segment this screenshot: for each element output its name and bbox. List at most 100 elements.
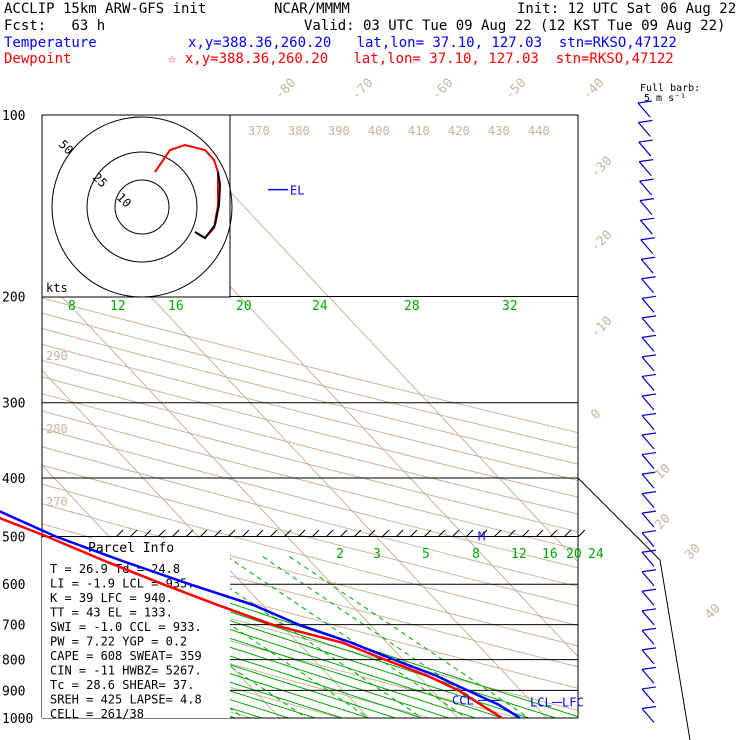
sounding-profiles — [0, 510, 521, 720]
isotherm-label: 30 — [682, 541, 704, 563]
wind-barb-staff — [641, 356, 655, 372]
theta-e-label: 24 — [312, 299, 328, 314]
wind-barb-flag — [641, 295, 657, 299]
isotherm-label: 0 — [588, 407, 604, 423]
tropopause-hatch — [143, 529, 152, 538]
pressure-tick-label: 500 — [2, 530, 25, 545]
dry-adiabat-line — [42, 609, 430, 718]
parcel-info-row: SWI = -1.0 CCL = 933. — [50, 620, 202, 634]
isotherm-label: -70 — [349, 76, 376, 103]
dry-adiabat-line — [42, 464, 578, 607]
dry-adiabat-line — [42, 565, 578, 711]
wind-barb-column — [637, 100, 657, 723]
mixing-ratio-label: 24 — [588, 547, 604, 562]
hodograph-ring — [86, 151, 198, 263]
dewpoint-location: ☆ x,y=388.36,260.20 lat,lon= 37.10, 127.… — [168, 51, 674, 67]
tropopause-hatch — [409, 529, 418, 538]
wind-barb-flag — [641, 471, 657, 475]
theta-label: 390 — [328, 124, 350, 138]
wind-barb-flag — [641, 666, 657, 671]
wind-barb-flag — [641, 686, 657, 690]
moist-adiabat-line — [42, 613, 369, 718]
tropopause-hatch — [115, 529, 124, 538]
mixing-ratio-label: 8 — [472, 547, 480, 562]
tropopause-hatch — [311, 529, 320, 538]
tropopause-hatch — [479, 529, 488, 538]
wind-barb-staff — [637, 102, 651, 118]
init-time: Init: 12 UTC Sat 06 Aug 22 — [517, 1, 737, 17]
source-label: NCAR/MMMM — [274, 1, 350, 17]
tropopause-hatch — [367, 529, 376, 538]
tropopause-hatch — [129, 529, 138, 538]
wind-barb-flag — [639, 198, 655, 202]
tropopause-hatch — [171, 529, 180, 538]
tropopause-hatch — [451, 529, 460, 538]
isotherm-label: 20 — [652, 511, 674, 533]
isotherm-line — [157, 115, 578, 563]
wind-barb-flag — [641, 530, 657, 534]
hodograph-trace-lower — [194, 171, 222, 240]
isotherm-label: -50 — [502, 76, 529, 103]
ccl-label: CCL — [452, 693, 474, 707]
tropopause-hatch — [563, 529, 572, 538]
isotherm-label: -30 — [588, 154, 615, 181]
level-markers: EL M CCL LCL LFC — [268, 184, 584, 709]
parcel-info-row: SREH = 425 LAPSE= 4.8 — [50, 693, 202, 707]
temperature-location: x,y=388.36,260.20 lat,lon= 37.10, 127.03… — [188, 35, 677, 51]
pressure-tick-label: 100 — [2, 109, 25, 124]
parcel-info-row: K = 39 LFC = 940. — [50, 591, 173, 605]
theta-label-left: 280 — [46, 422, 68, 436]
pressure-tick-label: 300 — [2, 397, 25, 412]
dry-adiabat-line — [42, 312, 578, 449]
wind-barb-flag — [641, 315, 657, 319]
mixing-ratio-line — [182, 556, 423, 718]
parcel-info-box — [42, 538, 230, 718]
moist-adiabat-line — [42, 595, 423, 718]
wind-barb-staff — [641, 708, 655, 723]
isotherm-label: -40 — [580, 76, 607, 103]
theta-e-label: 8 — [68, 299, 76, 314]
mixing-ratio-label: 16 — [542, 547, 558, 562]
tropopause-hatch — [395, 529, 404, 538]
el-label: EL — [290, 184, 304, 198]
wind-barb-staff — [641, 278, 655, 294]
wind-barb-staff — [641, 473, 655, 489]
wind-barb-flag — [641, 588, 657, 592]
wind-barb-flag — [640, 217, 655, 221]
wind-barb-flag — [638, 119, 653, 124]
m-label: M — [478, 529, 485, 543]
wind-barb-staff — [641, 551, 655, 567]
theta-label: 440 — [528, 124, 550, 138]
wind-barb-flag — [641, 549, 657, 553]
wind-barb-staff — [638, 141, 652, 157]
theta-e-label: 20 — [236, 299, 252, 314]
wind-barb-flag — [639, 158, 654, 163]
hodograph-ring — [114, 179, 170, 235]
dry-adiabat-line — [42, 297, 578, 434]
hodograph-box — [41, 114, 231, 298]
pressure-tick-label: 200 — [2, 291, 25, 306]
wind-barb-staff — [639, 219, 653, 235]
dewpoint-legend: Dewpoint — [4, 51, 72, 67]
parcel-info-row: LI = -1.9 LCL = 935. — [50, 577, 195, 591]
wind-barb-flag — [641, 412, 657, 417]
wind-barb-staff — [641, 376, 655, 391]
mixing-ratio-line — [262, 556, 503, 718]
wind-barb-flag — [638, 139, 653, 143]
mixing-ratio-label: 20 — [566, 547, 582, 562]
dewpoint-profile — [0, 516, 503, 720]
dry-adiabat-line — [42, 503, 578, 647]
pressure-tick-label: 600 — [2, 578, 25, 593]
wind-barb-flag — [641, 705, 657, 710]
mixing-ratio-line — [129, 556, 369, 718]
mixing-ratio-line — [226, 556, 467, 718]
valid-time: Valid: 03 UTC Tue 09 Aug 22 (12 KST Tue … — [304, 18, 726, 34]
dry-adiabat-line — [42, 328, 578, 465]
tropopause-hatch — [199, 529, 208, 538]
pressure-tick-label: 900 — [2, 684, 25, 699]
dry-adiabat-line — [42, 483, 578, 627]
parcel-info-row: CELL = 261/38 — [50, 707, 144, 721]
pressure-tick-label: 700 — [2, 619, 25, 634]
parcel-info-row: CAPE = 608 SWEAT= 359 — [50, 649, 202, 663]
tropopause-hatch — [269, 529, 278, 538]
